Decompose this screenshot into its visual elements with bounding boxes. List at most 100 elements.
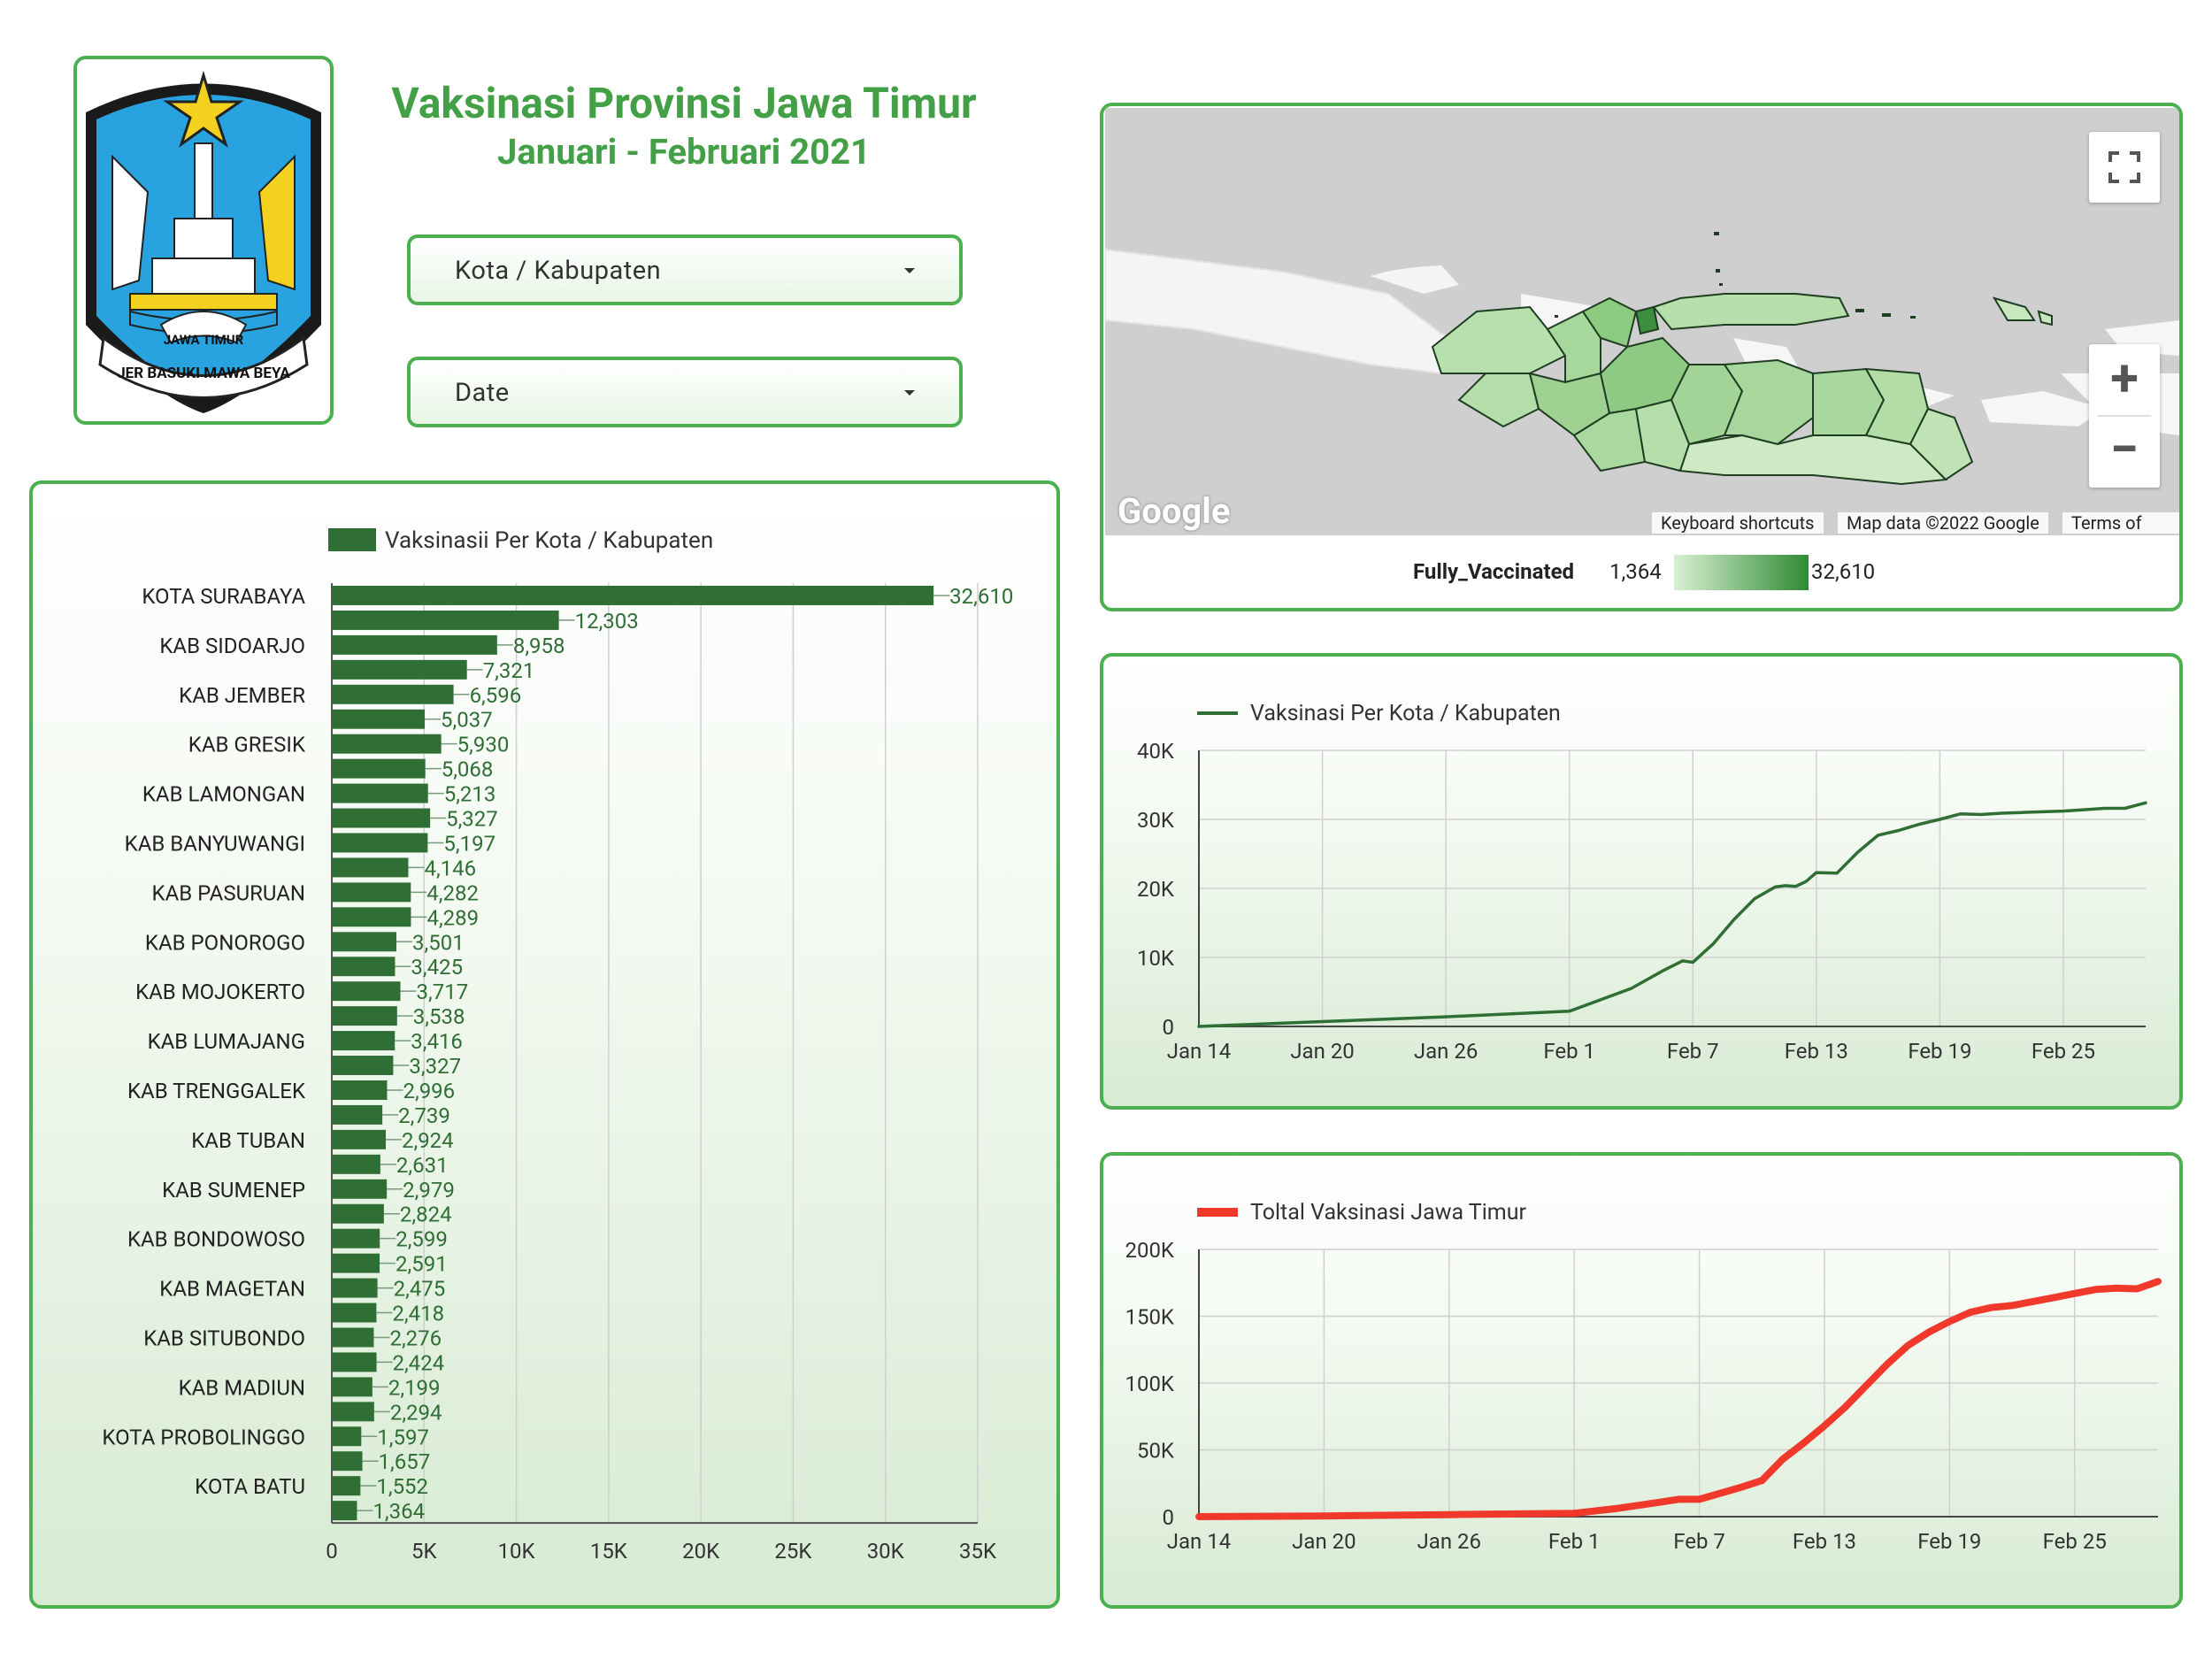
bar <box>332 1104 383 1125</box>
bar <box>332 1451 363 1472</box>
page-subtitle: Januari - Februari 2021 <box>497 131 871 173</box>
line-x-tick-label: Feb 7 <box>1673 1529 1725 1554</box>
date-filter-dropdown[interactable]: Date <box>407 357 963 427</box>
caret-down-icon <box>904 268 915 273</box>
line-y-tick-label: 150K <box>1125 1305 1174 1330</box>
bar <box>332 981 401 1002</box>
line-x-tick-label: Feb 19 <box>1908 1039 1971 1064</box>
line-series <box>1195 1278 2162 1520</box>
bar-value-label: 3,425 <box>411 955 463 980</box>
bar-category-label: KAB LUMAJANG <box>148 1029 305 1054</box>
zoom-out-button[interactable]: − <box>2109 419 2139 480</box>
city-line-chart-panel: Vaksinasi Per Kota / Kabupaten 0 10K 20K 30K… <box>1100 653 2183 1110</box>
bar-category-label: KAB BONDOWOSO <box>127 1227 305 1252</box>
bar-value-label: 5,197 <box>443 831 495 856</box>
bar <box>332 833 428 853</box>
bar-category-label: KAB JEMBER <box>179 683 305 708</box>
bar-category-label: KOTA BATU <box>195 1474 305 1499</box>
logo-motto-top: JAWA TIMUR <box>164 332 244 348</box>
bar-value-label: 2,996 <box>403 1079 455 1103</box>
bar-value-label: 5,037 <box>441 708 493 733</box>
map-legend-metric: Fully_Vaccinated <box>1413 559 1575 584</box>
line-y-tick-label: 40K <box>1137 739 1175 764</box>
bar-value-label: 4,146 <box>424 856 476 880</box>
bar-value-label: 2,979 <box>403 1178 455 1203</box>
line-y-tick-label: 100K <box>1125 1372 1174 1396</box>
bar <box>332 1228 380 1249</box>
bar-x-tick-label: 20K <box>682 1539 720 1564</box>
bar <box>332 1080 388 1100</box>
bar-value-label: 1,597 <box>377 1425 429 1449</box>
bar-value-label: 6,596 <box>470 683 522 708</box>
city-filter-dropdown[interactable]: Kota / Kabupaten <box>407 234 963 305</box>
terms-of-use-link[interactable]: Terms of Use <box>2062 512 2179 535</box>
bar-value-label: 7,321 <box>483 658 535 683</box>
keyboard-shortcuts-link[interactable]: Keyboard shortcuts <box>1652 512 1824 534</box>
bar-category-label: KAB MAGETAN <box>159 1277 305 1302</box>
bar-category-label: KAB PONOROGO <box>145 930 305 955</box>
line-x-tick-label: Feb 25 <box>2043 1529 2107 1554</box>
line-legend-label: Vaksinasi Per Kota / Kabupaten <box>1250 701 1561 726</box>
line-x-tick-label: Feb 1 <box>1548 1529 1601 1554</box>
bar <box>332 1377 373 1397</box>
total-line-chart-panel: Toltal Vaksinasi Jawa Timur 0 50K 100K 150K 2… <box>1100 1152 2183 1609</box>
bar-legend-label: Vaksinasii Per Kota / Kabupaten <box>385 527 713 554</box>
east-java-coat-of-arms: JAWA TIMUR JER BASUKI MAWA BEYA <box>86 70 321 413</box>
bar-chart-panel: Vaksinasii Per Kota / Kabupaten 0 5K 10K 15K… <box>29 480 1060 1609</box>
bar-category-label: KAB LAMONGAN <box>142 782 305 807</box>
bar-value-label: 3,416 <box>411 1029 463 1054</box>
bar-value-label: 2,591 <box>396 1252 448 1277</box>
bar-category-label: KAB TRENGGALEK <box>127 1079 306 1103</box>
line-x-tick-label: Jan 14 <box>1167 1039 1231 1064</box>
line-series <box>1197 801 2147 1028</box>
total-line-chart: Toltal Vaksinasi Jawa Timur 0 50K 100K 150K 2… <box>1125 1200 2162 1554</box>
caret-down-icon <box>904 390 915 396</box>
bar-value-label: 2,276 <box>389 1326 442 1350</box>
line-y-tick-label: 0 <box>1163 1015 1175 1040</box>
logo-motto-bottom: JER BASUKI MAWA BEYA <box>117 365 290 382</box>
bar <box>332 783 428 803</box>
java-map <box>1105 232 2179 486</box>
bar <box>332 957 396 977</box>
zoom-in-button[interactable]: + <box>2110 349 2139 409</box>
logo-frame: JAWA TIMUR JER BASUKI MAWA BEYA <box>73 56 334 425</box>
east-java-choropleth[interactable] <box>1431 293 1974 486</box>
bar-value-label: 3,717 <box>417 980 469 1004</box>
bar <box>332 857 409 878</box>
bar-value-label: 5,930 <box>457 733 510 757</box>
line-legend-label: Toltal Vaksinasi Jawa Timur <box>1250 1200 1526 1226</box>
line-x-tick-label: Jan 14 <box>1167 1529 1231 1554</box>
bar-value-label: 5,327 <box>446 807 498 832</box>
line-x-tick-label: Feb 25 <box>2032 1039 2095 1064</box>
bar <box>332 1303 377 1323</box>
bar-value-label: 32,610 <box>949 584 1013 609</box>
bar <box>332 1253 380 1273</box>
map-canvas[interactable]: + − Google Keyboard shortcuts Map data ©… <box>1105 108 2179 535</box>
bar <box>332 882 411 903</box>
bar-x-tick-label: 15K <box>590 1539 628 1564</box>
zoom-controls[interactable]: + − <box>2089 344 2160 488</box>
fullscreen-button[interactable] <box>2089 132 2160 203</box>
bar <box>332 1006 397 1026</box>
bar <box>332 808 431 828</box>
bar-value-label: 3,501 <box>412 930 465 955</box>
line-x-tick-label: Feb 7 <box>1667 1039 1719 1064</box>
line-y-tick-label: 200K <box>1125 1238 1174 1263</box>
bar <box>332 1129 386 1149</box>
line-x-tick-label: Jan 26 <box>1417 1529 1481 1554</box>
google-logo: Google <box>1118 490 1231 532</box>
line-x-tick-label: Jan 20 <box>1292 1529 1356 1554</box>
bar-category-label: KAB SIDOARJO <box>159 634 305 658</box>
bar-x-tick-label: 5K <box>411 1539 437 1564</box>
bar <box>332 586 934 605</box>
bar-value-label: 2,631 <box>396 1153 449 1178</box>
line-x-tick-label: Feb 13 <box>1793 1529 1856 1554</box>
bar-chart: Vaksinasii Per Kota / Kabupaten 0 5K 10K 15K… <box>102 527 1013 1564</box>
bar-value-label: 1,657 <box>379 1449 431 1474</box>
bar-value-label: 2,475 <box>394 1277 446 1302</box>
map-legend-min: 1,364 <box>1609 559 1662 584</box>
bar-value-label: 2,599 <box>396 1227 448 1252</box>
bar-value-label: 12,303 <box>575 609 639 634</box>
bar <box>332 907 411 927</box>
bar <box>332 1203 384 1224</box>
